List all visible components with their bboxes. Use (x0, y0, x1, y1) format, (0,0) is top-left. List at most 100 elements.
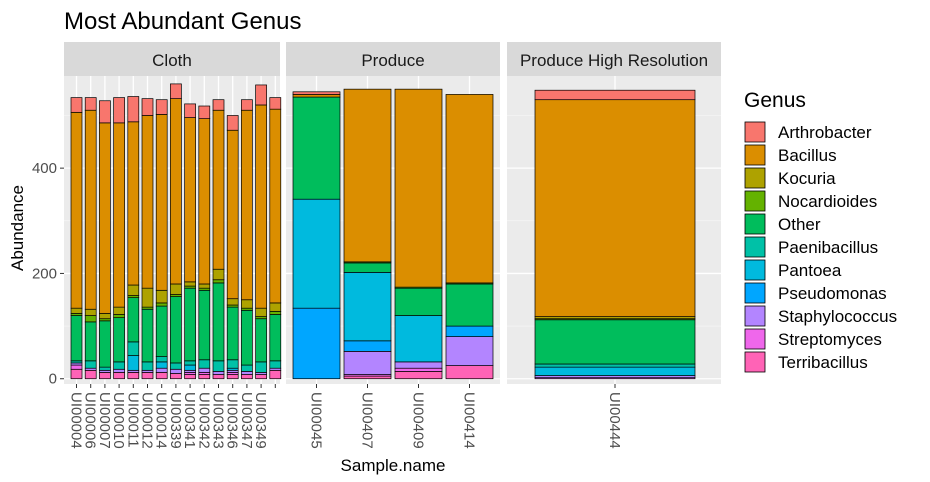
legend-swatch (744, 236, 766, 258)
y-tick-label: 0 (49, 371, 57, 388)
x-tick-label: UI00343 (210, 392, 227, 449)
x-tick-label: UI00010 (110, 392, 127, 449)
bar-segment (534, 319, 696, 365)
bar-segment (113, 306, 125, 315)
bar-segment (70, 111, 83, 309)
bar-segment (141, 287, 154, 308)
bar-segment (70, 97, 83, 113)
bar-segment (184, 360, 196, 366)
facet-panel: Produce UI00045 UI00407 UI00409 UI00414 (286, 42, 500, 449)
bar-segment (127, 96, 140, 123)
bar-segment (212, 109, 225, 270)
facet-panels: Cloth UI00004UI00006UI00007UI00010UI00011… (64, 42, 721, 449)
bar-segment (113, 372, 125, 380)
bar-segment (70, 307, 83, 314)
y-tick-label: 200 (32, 265, 57, 282)
bar-segment (113, 314, 125, 319)
bar-segment (394, 315, 443, 363)
bar-segment (212, 268, 225, 281)
bar-segment (84, 109, 97, 310)
y-tick-label: 400 (32, 160, 57, 177)
facet-strip (64, 42, 280, 76)
legend-swatch (744, 305, 766, 327)
legend-swatch (744, 144, 766, 166)
bar-segment (241, 109, 253, 301)
bar-segment (99, 313, 111, 320)
legend-swatch (744, 351, 766, 373)
bar-segment (170, 368, 182, 374)
bar-segment (226, 306, 239, 361)
legend-title: Genus (744, 89, 806, 112)
bar-segment (184, 374, 196, 380)
bar-segment (292, 94, 341, 98)
bar-segment (84, 360, 97, 369)
bar-segment (99, 372, 111, 380)
legend-label: Pantoea (778, 261, 842, 280)
bar-segment (84, 308, 97, 316)
bar-segment (226, 359, 239, 369)
facet-strip-label: Produce High Resolution (520, 51, 708, 70)
bar-segment (99, 366, 111, 371)
y-axis: 0 200 400 (32, 160, 64, 388)
bar-segment (212, 360, 225, 372)
bar-segment (255, 374, 267, 380)
bar-segment (292, 91, 341, 95)
y-axis-label: Abundance (8, 185, 27, 271)
bar-segment (226, 374, 239, 380)
bar-segment (255, 307, 267, 317)
legend-label: Arthrobacter (778, 123, 872, 142)
bar-segment (198, 105, 211, 119)
bar-segment (184, 103, 196, 118)
legend: Genus Arthrobacter Bacillus Kocuria Nocardio… (744, 89, 897, 373)
bar-segment (170, 98, 182, 285)
bar-segment (212, 374, 225, 380)
x-tick-label: UI00414 (461, 392, 478, 449)
bar-segment (343, 88, 392, 263)
bar-segment (155, 361, 168, 369)
bar-segment (534, 363, 696, 368)
bar-segment (198, 367, 211, 373)
bar-segment (445, 325, 494, 337)
bar-segment (127, 355, 140, 371)
bar-segment (241, 299, 253, 309)
bar-segment (269, 369, 282, 380)
bar-segment (70, 368, 83, 380)
bar-segment (343, 262, 392, 273)
bar-segment (394, 361, 443, 369)
legend-swatch (744, 259, 766, 281)
bar-segment (226, 298, 239, 306)
bar-segment (269, 310, 282, 315)
bar-segment (113, 122, 125, 308)
x-tick-label: UI00045 (308, 392, 325, 449)
bar-segment (99, 320, 111, 368)
x-tick-label: UI00444 (606, 392, 623, 449)
bar-segment (184, 281, 196, 287)
legend-swatch (744, 328, 766, 350)
bar-segment (84, 97, 97, 111)
legend-swatch (744, 282, 766, 304)
x-tick-label: UI00346 (224, 392, 241, 449)
bar-segment (269, 360, 282, 369)
legend-label: Staphylococcus (778, 307, 897, 326)
bar-segment (255, 84, 267, 106)
bar-segment (255, 318, 267, 363)
bar-segment (155, 356, 168, 363)
legend-swatch (744, 167, 766, 189)
bar-segment (84, 315, 97, 323)
bar-segment (155, 114, 168, 291)
bar-segment (127, 341, 140, 356)
bar-segment (445, 365, 494, 380)
bar-segment (255, 361, 267, 373)
x-tick-label: UI00004 (68, 392, 85, 449)
bar-segment (184, 287, 196, 362)
facet-strip (286, 42, 500, 76)
bar-segment (534, 89, 696, 101)
legend-label: Streptomyces (778, 330, 882, 349)
bar-segment (127, 372, 140, 380)
bar-segment (394, 287, 443, 316)
bar-segment (141, 115, 154, 289)
bar-segment (226, 129, 239, 300)
legend-label: Paenibacillus (778, 238, 878, 257)
bar-segment (70, 364, 83, 370)
bar-segment (113, 361, 125, 370)
